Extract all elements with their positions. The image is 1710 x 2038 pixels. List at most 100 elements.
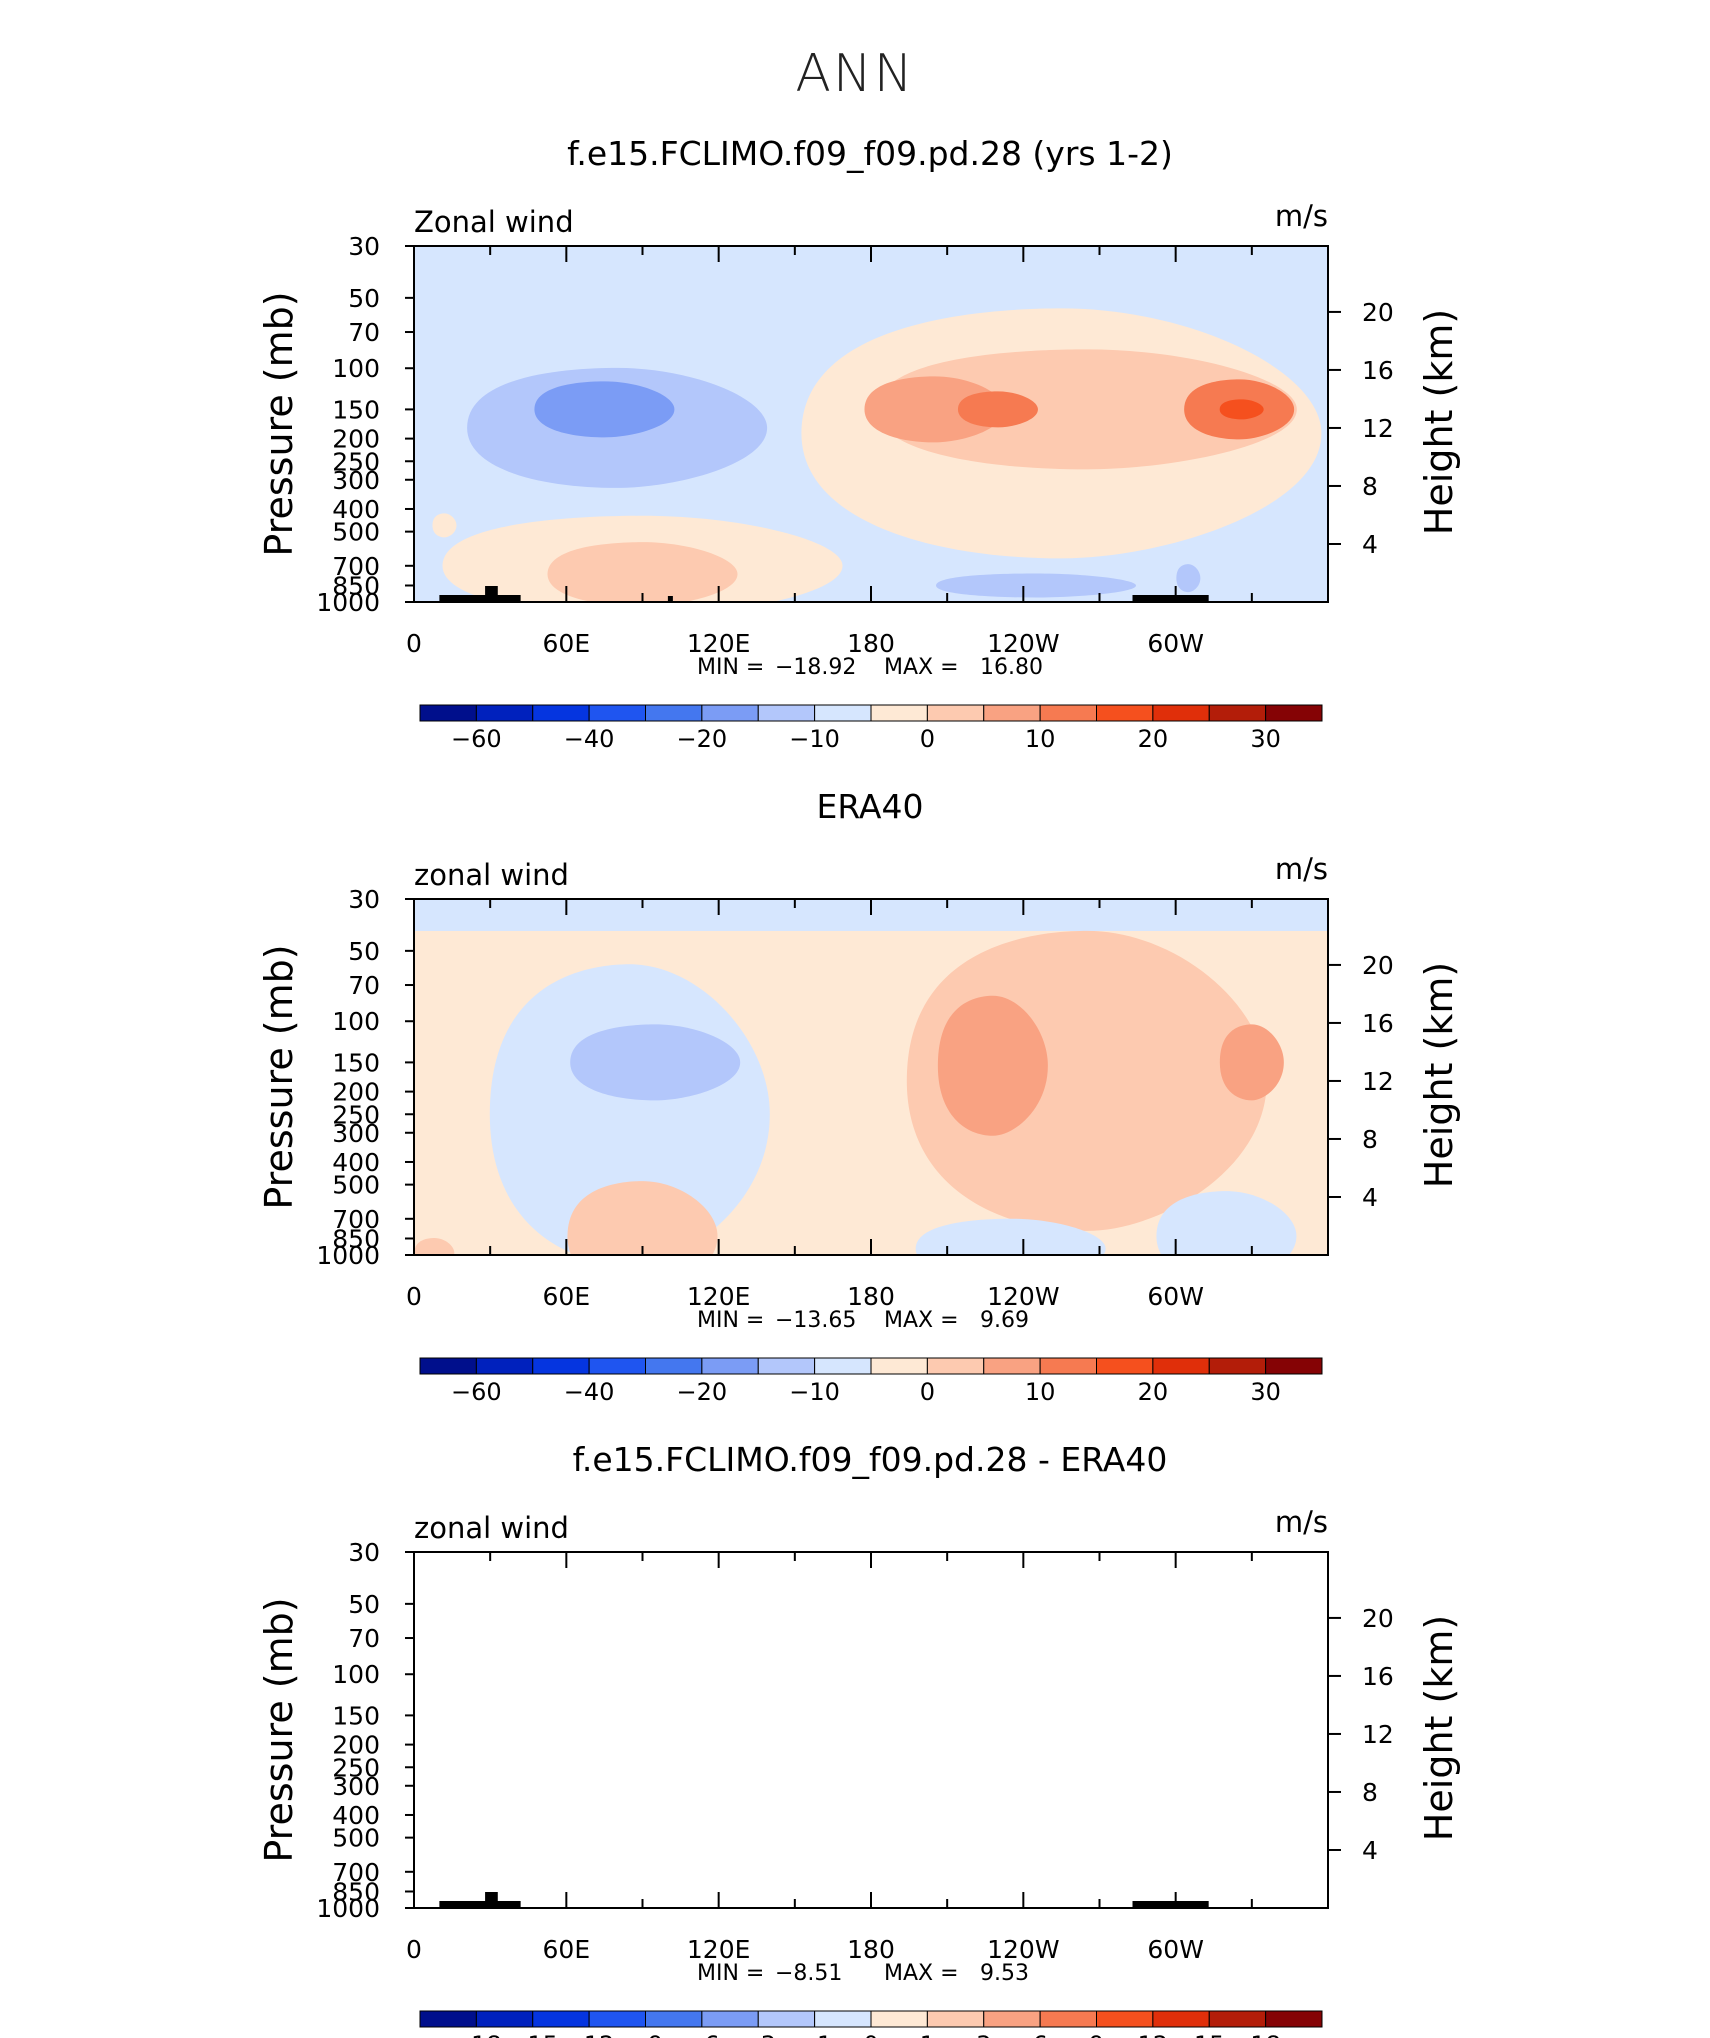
y-tick-label: 850 [332,572,380,601]
y-tick-label: 500 [332,518,380,547]
y-tick-label: 700 [332,1858,380,1887]
y-tick-right-label: 16 [1362,1009,1394,1038]
y-tick-label: 300 [332,466,380,495]
colorbar-swatch [870,2010,928,2028]
y-tick-right-label: 12 [1362,1720,1394,1749]
y-tick-label: 150 [332,1701,380,1730]
y-tick-right-label: 20 [1362,298,1394,327]
colorbar-swatch [1039,704,1097,722]
min-value: −13.65 [775,1308,856,1333]
colorbar-swatch [757,2010,816,2028]
colorbar-swatch [870,704,928,722]
y-tick-right-label: 20 [1362,951,1394,980]
y-tick-label: 300 [332,1119,380,1148]
colorbar-swatch [926,704,985,722]
y-tick-label: 1000 [316,588,380,617]
max-value: 16.80 [980,655,1043,680]
colorbar-swatch [814,704,872,722]
y-tick-label: 500 [332,1824,380,1853]
y-tick-right-label: 16 [1362,1662,1394,1691]
colorbar-swatch [926,2010,985,2028]
contour-region-neg6 [414,1581,1328,1590]
colorbar-swatch [1039,1357,1097,1375]
colorbar-label: −12 [564,2031,615,2038]
y-tick-label: 250 [332,1100,380,1129]
x-tick-label: 60W [1147,1282,1204,1311]
x-tick-label: 120E [687,1282,751,1311]
colorbar-label: 30 [1250,1378,1281,1406]
colorbar-label: 0 [920,1378,935,1406]
contour-region-neg20 [534,381,675,438]
colorbar-label: 20 [1138,1378,1169,1406]
y-tick-right-label: 8 [1362,1778,1378,1807]
colorbar-label: 6 [1032,2031,1047,2038]
x-tick-label: 180 [847,1935,895,1964]
contour-region-neg5 [1156,1191,1297,1255]
colorbar-label: −10 [789,1378,840,1406]
colorbar-swatch [1208,704,1267,722]
colorbar-swatch [983,1357,1041,1375]
y-axis-right-title: Height (km) [1417,962,1461,1188]
x-tick-label: 180 [847,1282,895,1311]
topography-mask [439,1892,521,1908]
contour-region-neg10 [936,573,1137,598]
colorbar-label: 0 [863,2031,878,2038]
y-tick-label: 400 [332,1801,380,1830]
colorbar-swatch [1096,704,1154,722]
colorbar-swatch [475,2010,534,2028]
figure-title: ANN [795,44,915,104]
colorbar-label: 12 [1138,2031,1169,2038]
contour-region-0 [432,513,457,538]
y-tick-right-label: 12 [1362,414,1394,443]
y-axis-title: Pressure (mb) [257,1597,301,1862]
colorbar-label: −18 [451,2031,502,2038]
colorbar-swatch [475,1357,534,1375]
contour-region-5 [414,1237,455,1255]
units-label: m/s [1275,1505,1328,1539]
y-tick-right-label: 8 [1362,472,1378,501]
y-axis-title: Pressure (mb) [257,944,301,1209]
y-tick-label: 200 [332,425,380,454]
contour-region-3 [442,1671,513,1688]
x-tick-label: 0 [406,1935,422,1964]
y-tick-label: 70 [348,318,380,347]
colorbar-swatch [645,2010,703,2028]
max-label: MAX = [884,1961,959,1986]
colorbar-label: −15 [507,2031,558,2038]
colorbar-swatch [701,2010,759,2028]
colorbar-swatch [757,704,816,722]
y-tick-right-label: 4 [1362,530,1378,559]
y-tick-label: 250 [332,1753,380,1782]
colorbar-label: −1 [797,2031,832,2038]
contour-region-neg9 [500,1688,581,1779]
min-label: MIN = [697,1961,764,1986]
y-tick-label: 1000 [316,1241,380,1270]
y-tick-label: 50 [348,284,380,313]
colorbar-swatch [419,2010,477,2028]
colorbar-label: 9 [1089,2031,1104,2038]
y-tick-right-label: 4 [1362,1836,1378,1865]
contour-field [414,899,1328,1255]
y-tick-right-label: 12 [1362,1067,1394,1096]
colorbar-swatch [532,2010,590,2028]
y-axis-right-title: Height (km) [1417,1615,1461,1841]
x-tick-label: 120W [987,629,1059,658]
colorbar-swatch [645,704,703,722]
colorbar-swatch [1265,1357,1323,1375]
colorbar-swatch [1265,704,1323,722]
y-tick-label: 100 [332,354,380,383]
colorbar-swatch [419,704,477,722]
topography-mask [1132,595,1209,602]
colorbar-swatch [645,1357,703,1375]
colorbar-label: −6 [684,2031,719,2038]
topography-mask [1132,1901,1209,1908]
colorbar-label: 10 [1025,725,1056,753]
colorbar-swatch [814,1357,872,1375]
contour-region-5 [547,542,738,602]
colorbar-swatch [983,2010,1041,2028]
min-label: MIN = [697,1308,764,1333]
y-tick-label: 70 [348,1624,380,1653]
colorbar-label: −20 [677,725,728,753]
